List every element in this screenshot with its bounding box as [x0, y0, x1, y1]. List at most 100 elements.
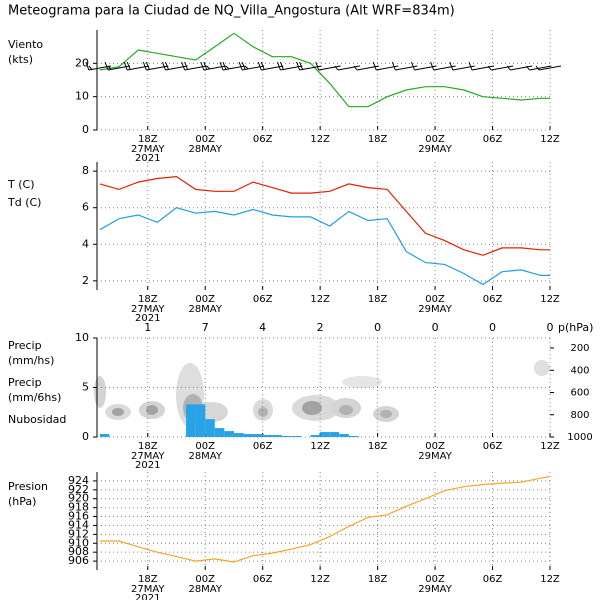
y-tick-label: 912	[68, 527, 89, 540]
x-date-label: 29MAY	[418, 144, 452, 155]
y-tick-label: 10	[75, 90, 89, 103]
y-label: Viento	[8, 38, 43, 51]
x-tick-label: 12Z	[540, 574, 560, 585]
y-label: (mm/hs)	[8, 354, 54, 367]
y-tick-label: 2	[82, 274, 89, 287]
x-tick-label: 18Z	[138, 441, 158, 452]
barb-flag	[222, 61, 227, 70]
x-tick-label: 18Z	[138, 294, 158, 305]
x-tick-label: 12Z	[540, 294, 560, 305]
barb-flag	[200, 61, 205, 71]
y-tick-label: 920	[68, 492, 89, 505]
x-tick-label: 18Z	[138, 574, 158, 585]
line-series	[99, 32, 550, 108]
x-tick-label: 06Z	[483, 441, 503, 452]
barb-staff	[318, 65, 341, 71]
precip-bar	[243, 434, 254, 437]
precip-bar	[205, 419, 215, 437]
x-tick-label: 00Z	[195, 574, 215, 585]
barb-flag	[244, 65, 249, 70]
y-tick-label: 0	[82, 123, 89, 136]
y-tick-label: 916	[68, 510, 89, 523]
y-tick-label: 906	[68, 554, 89, 567]
x-tick-label: 06Z	[483, 134, 503, 145]
precip-bar	[329, 432, 340, 437]
period-total: 2	[317, 321, 324, 334]
barb-flag	[225, 65, 230, 70]
x-tick-label: 00Z	[195, 294, 215, 305]
precip-bar	[253, 434, 263, 437]
barb-flag	[162, 61, 166, 71]
x-date-label: 27MAY	[131, 144, 165, 155]
x-tick-label: 12Z	[540, 441, 560, 452]
x-tick-label: 06Z	[483, 294, 503, 305]
y-tick-label: 924	[68, 474, 89, 487]
x-tick-label: 12Z	[310, 441, 330, 452]
period-total: 0	[374, 321, 381, 334]
x-tick-label: 12Z	[310, 134, 330, 145]
wind-barb	[468, 61, 495, 71]
barb-flag	[411, 61, 415, 71]
barb-flag	[506, 65, 511, 71]
y-tick-label: 910	[68, 536, 89, 549]
barb-flag	[296, 61, 301, 71]
x-date-label: 29MAY	[418, 584, 452, 595]
x-date-label: 27MAY	[131, 304, 165, 315]
x-tick-label: 06Z	[253, 574, 273, 585]
line-series	[99, 175, 550, 256]
wind-barb	[535, 65, 562, 71]
y-tick-label: 918	[68, 501, 89, 514]
y2-tick-label: 800	[570, 410, 589, 421]
precip-bar	[281, 436, 292, 437]
precip-bar	[320, 432, 330, 437]
line-series	[99, 475, 551, 563]
barb-flag	[257, 61, 262, 71]
barb-flag	[203, 61, 208, 70]
y-label: (mm/6hs)	[8, 391, 61, 404]
y2-tick-label: 400	[570, 365, 589, 376]
x-tick-label: 00Z	[425, 294, 445, 305]
barb-flag	[391, 61, 396, 71]
barb-flag	[299, 61, 304, 70]
barb-flag	[487, 65, 492, 71]
barb-flag	[107, 65, 112, 70]
y-tick-label: 5	[82, 381, 89, 394]
y-label: (hPa)	[8, 495, 36, 508]
x-tick-label: 00Z	[195, 134, 215, 145]
y2-label: p(hPa)	[558, 321, 593, 334]
y-label: Precip	[8, 339, 42, 352]
y2-tick-label: 200	[570, 343, 589, 354]
barb-flag	[85, 61, 90, 71]
x-date-label: 27MAY	[131, 451, 165, 462]
wind-barb	[315, 61, 341, 71]
x-tick-label: 18Z	[368, 294, 388, 305]
barb-staff	[538, 65, 562, 71]
x-date-label: 29MAY	[418, 451, 452, 462]
precip-bar	[291, 436, 301, 437]
barb-flag	[526, 65, 530, 71]
barb-flag	[315, 61, 320, 71]
period-total: 7	[202, 321, 209, 334]
period-total: 0	[547, 321, 554, 334]
barb-staff	[471, 65, 495, 71]
precip-bar	[195, 404, 206, 437]
x-tick-label: 06Z	[253, 294, 273, 305]
y-label: Td (C)	[7, 196, 41, 209]
x-date-label: 29MAY	[418, 304, 452, 315]
barb-flag	[104, 61, 109, 71]
x-date-label: 2021	[135, 460, 160, 471]
x-tick-label: 12Z	[310, 294, 330, 305]
barb-flag	[142, 61, 147, 71]
barb-flag	[241, 61, 246, 70]
x-tick-label: 18Z	[368, 574, 388, 585]
x-tick-label: 00Z	[425, 134, 445, 145]
barb-flag	[184, 61, 189, 70]
x-tick-label: 06Z	[253, 441, 273, 452]
precip-bar	[214, 428, 225, 437]
barb-flag	[468, 61, 473, 71]
barb-flag	[206, 65, 211, 70]
x-tick-label: 18Z	[138, 134, 158, 145]
y-tick-label: 922	[68, 483, 89, 496]
y-tick-label: 8	[82, 164, 89, 177]
